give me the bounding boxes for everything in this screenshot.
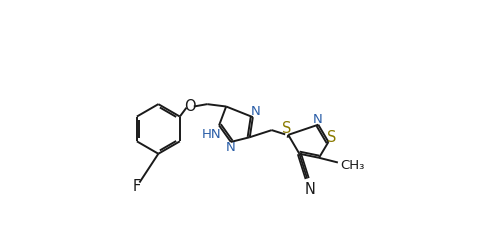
- Text: CH₃: CH₃: [340, 159, 364, 172]
- Text: F: F: [133, 179, 141, 194]
- Text: N: N: [305, 182, 315, 197]
- Text: S: S: [327, 130, 337, 145]
- Text: N: N: [225, 141, 235, 154]
- Text: HN: HN: [202, 128, 222, 141]
- Text: O: O: [184, 99, 196, 114]
- Text: N: N: [313, 114, 323, 126]
- Text: S: S: [282, 121, 291, 136]
- Text: N: N: [251, 105, 260, 119]
